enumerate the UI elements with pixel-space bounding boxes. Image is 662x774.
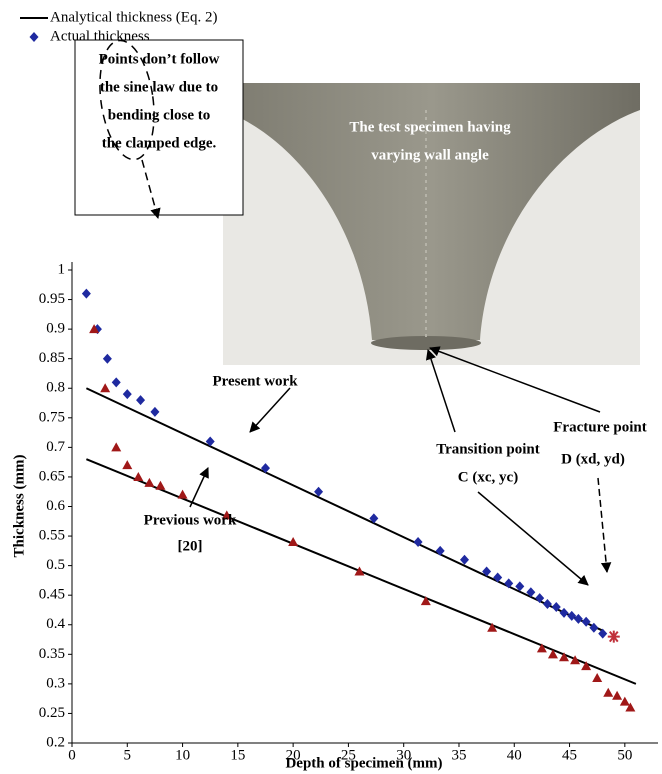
y-tick-label: 0.3 (46, 675, 65, 691)
triangle-marker (100, 383, 110, 392)
x-tick-label: 10 (175, 747, 190, 763)
legend-label: Actual thickness (50, 28, 150, 44)
y-tick-label: 0.8 (46, 380, 65, 396)
diamond-marker (136, 395, 145, 405)
triangle-marker (178, 490, 188, 499)
x-tick-label: 30 (396, 747, 411, 763)
x-tick-label: 40 (507, 747, 522, 763)
y-tick-label: 0.9 (46, 321, 65, 337)
triangle-marker (155, 481, 165, 490)
y-tick-label: 0.7 (46, 439, 65, 455)
annotation: Present work (212, 373, 298, 389)
asterisk-marker (608, 631, 620, 643)
y-axis-label: Thickness (mm) (11, 455, 27, 558)
arrow (250, 388, 290, 432)
diamond-marker (30, 32, 39, 42)
x-tick-label: 45 (562, 747, 577, 763)
triangle-marker (603, 688, 613, 697)
fit-line (86, 388, 602, 630)
x-axis-label: Depth of specimen (mm) (285, 755, 442, 771)
y-tick-label: 0.65 (39, 468, 65, 484)
y-tick-label: 0.45 (39, 587, 65, 603)
annotation: varying wall angle (371, 147, 489, 163)
arrow (598, 478, 607, 572)
diamond-marker (103, 354, 112, 364)
annotation: Transition point (436, 441, 540, 457)
triangle-marker (144, 478, 154, 487)
diamond-marker (504, 578, 513, 588)
y-tick-label: 0.85 (39, 350, 65, 366)
triangle-marker (354, 567, 364, 576)
diamond-marker (436, 546, 445, 556)
annotation: [20] (178, 538, 203, 554)
y-tick-label: 0.35 (39, 646, 65, 662)
y-tick-label: 1 (58, 261, 66, 277)
triangle-marker (133, 472, 143, 481)
y-tick-label: 0.75 (39, 409, 65, 425)
annotation: The test specimen having (349, 119, 511, 135)
y-tick-label: 0.5 (46, 557, 65, 573)
triangle-marker (111, 442, 121, 451)
annotation: C (xc, yc) (458, 469, 518, 485)
annotation: the sine law due to (100, 79, 218, 95)
x-tick-label: 20 (286, 747, 301, 763)
y-tick-label: 0.95 (39, 291, 65, 307)
x-tick-label: 5 (124, 747, 132, 763)
annotation: Points don’t follow (99, 51, 220, 67)
diamond-marker (543, 599, 552, 609)
diamond-marker (123, 389, 132, 399)
x-tick-label: 0 (68, 747, 76, 763)
y-tick-label: 0.6 (46, 498, 65, 514)
legend-label: Analytical thickness (Eq. 2) (50, 9, 217, 25)
triangle-marker (592, 673, 602, 682)
triangle-marker (122, 460, 132, 469)
y-tick-label: 0.25 (39, 705, 65, 721)
arrow (190, 468, 208, 507)
x-tick-label: 35 (451, 747, 466, 763)
arrow (478, 492, 588, 585)
annotation: bending close to (108, 107, 211, 123)
annotation: Fracture point (553, 419, 646, 435)
y-tick-label: 0.4 (46, 616, 65, 632)
triangle-marker (620, 697, 630, 706)
y-tick-label: 0.2 (46, 734, 65, 750)
diamond-marker (560, 608, 569, 618)
x-tick-label: 15 (230, 747, 245, 763)
annotation: the clamped edge. (102, 135, 217, 151)
diamond-marker (82, 289, 91, 299)
diamond-marker (112, 377, 121, 387)
chart: Depth of specimen (mm) Thickness (mm) 0.… (0, 0, 662, 774)
diamond-marker (150, 407, 159, 417)
triangle-marker (612, 691, 622, 700)
x-tick-label: 50 (617, 747, 632, 763)
x-tick-label: 25 (341, 747, 356, 763)
annotation: Previous work (144, 512, 237, 528)
annotation: D (xd, yd) (561, 451, 625, 467)
y-tick-label: 0.55 (39, 528, 65, 544)
